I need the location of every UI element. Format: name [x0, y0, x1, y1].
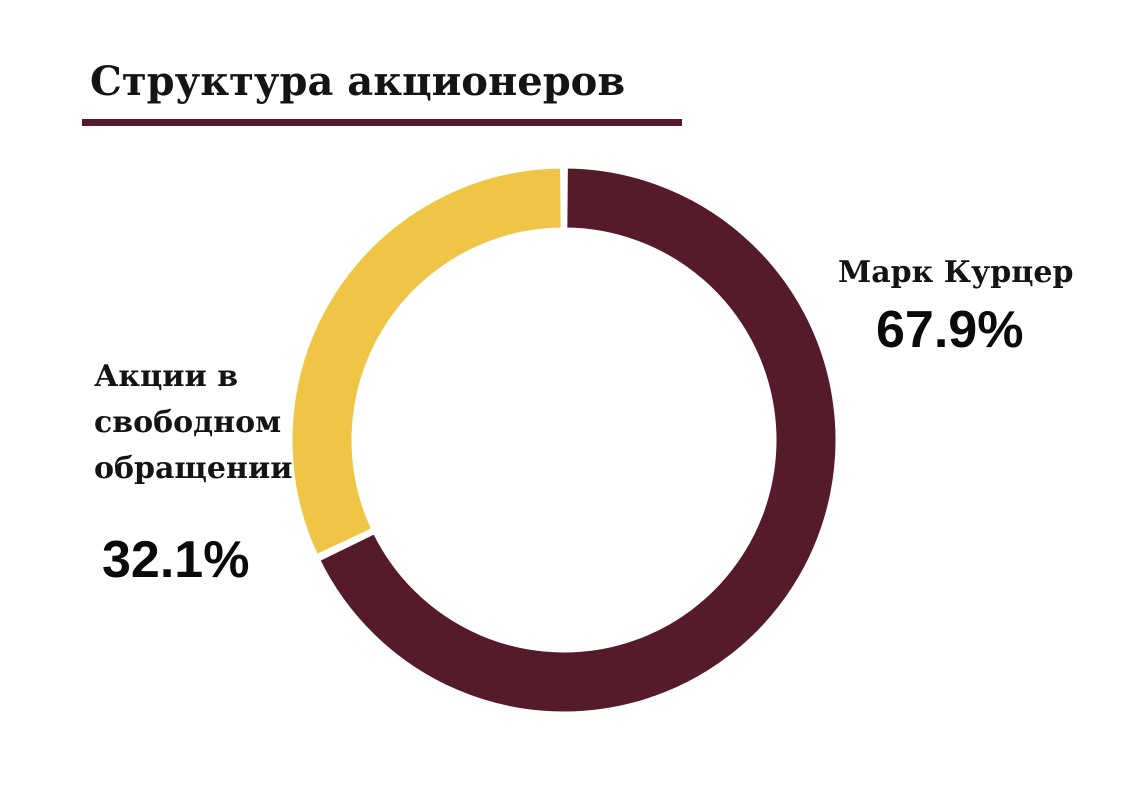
chart-title: Структура акционеров — [90, 58, 626, 105]
segment-label-free-float: Акции в свободном обращении — [94, 359, 293, 486]
segment-label-mark-kurtser: Марк Курцер — [838, 255, 1074, 290]
segment-value-free-float: 32.1% — [102, 531, 250, 589]
donut-slice-mark-kurtser — [316, 165, 839, 715]
segment-value-mark-kurtser: 67.9% — [876, 301, 1024, 359]
title-underline — [82, 119, 682, 126]
donut-slice-free-float — [289, 165, 564, 558]
